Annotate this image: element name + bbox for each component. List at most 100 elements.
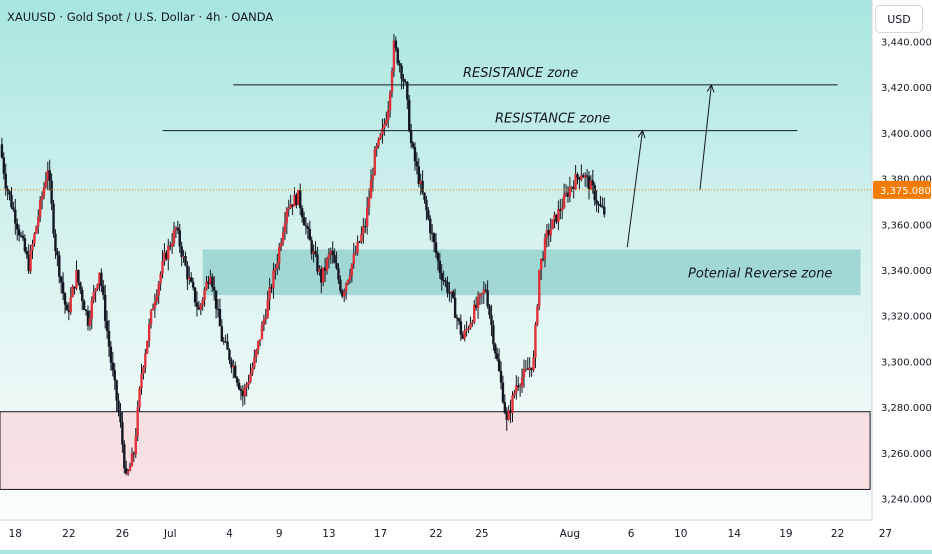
candle-bear xyxy=(446,282,449,293)
candle-bear xyxy=(113,370,116,381)
candle-bear xyxy=(394,40,398,49)
candle-bear xyxy=(364,226,367,228)
x-tick-label: 9 xyxy=(276,528,283,540)
candle-bull xyxy=(174,227,178,230)
candle-bull xyxy=(553,214,556,220)
candle-bull xyxy=(161,260,164,274)
candle-bear xyxy=(314,251,317,255)
candle-bear xyxy=(184,255,187,266)
candle-bear xyxy=(107,330,111,347)
candle-bear xyxy=(339,279,342,291)
candle-bull xyxy=(354,252,357,254)
candle-bull xyxy=(144,353,147,368)
candle-bull xyxy=(564,192,568,195)
current-price-label: 3,375.080 xyxy=(880,186,931,197)
candle-bull xyxy=(159,273,162,284)
candle-bear xyxy=(417,166,420,185)
candle-bull xyxy=(570,186,573,188)
candle-bull xyxy=(157,283,160,296)
candle-bull xyxy=(199,304,202,310)
candle-bear xyxy=(115,380,118,401)
candle-bull xyxy=(589,180,593,190)
candle-bear xyxy=(457,318,461,322)
candle-bear xyxy=(341,290,344,297)
candle-bull xyxy=(167,245,170,260)
candle-bull xyxy=(140,373,143,389)
candle-bear xyxy=(67,310,71,313)
candle-bull xyxy=(283,223,287,233)
candle-bear xyxy=(430,233,434,235)
candle-bull xyxy=(276,263,279,269)
candle-bull xyxy=(520,377,524,387)
projection-arrow-upper[interactable] xyxy=(699,84,712,191)
candle-bear xyxy=(178,230,181,247)
candle-bull xyxy=(390,71,394,93)
support-zone[interactable] xyxy=(0,411,871,490)
candle-bull xyxy=(33,233,36,245)
candle-bull xyxy=(388,92,392,111)
candle-bear xyxy=(599,204,602,207)
candle-bull xyxy=(232,365,235,368)
candle-bull xyxy=(151,308,155,311)
candle-bear xyxy=(576,174,579,178)
candle-bull xyxy=(543,237,547,260)
potential-reverse-zone[interactable] xyxy=(202,249,861,296)
candle-bull xyxy=(188,277,191,280)
candle-bear xyxy=(436,253,440,261)
candle-bull xyxy=(480,293,484,295)
x-tick-label: 6 xyxy=(628,528,635,540)
candle-bull xyxy=(94,288,97,293)
candle-bull xyxy=(293,194,296,207)
candle-bear xyxy=(408,99,411,132)
candle-bear xyxy=(566,192,570,197)
candle-bull xyxy=(268,287,271,300)
candle-bear xyxy=(52,203,55,234)
candle-bull xyxy=(42,187,46,197)
candle-bear xyxy=(239,389,243,391)
candle-bear xyxy=(402,78,405,82)
y-tick-label: 3,320.000 xyxy=(881,312,932,323)
candle-bear xyxy=(495,353,499,360)
candle-bear xyxy=(125,468,128,474)
candle-bear xyxy=(79,282,82,290)
candle-bear xyxy=(195,302,199,308)
candle-bear xyxy=(165,252,168,260)
candle-bear xyxy=(559,209,562,211)
candle-bear xyxy=(310,240,313,254)
candle-bull xyxy=(568,187,572,197)
candle-bull xyxy=(146,340,149,354)
candle-bear xyxy=(505,412,508,420)
x-axis-panel[interactable] xyxy=(0,520,872,550)
candle-bear xyxy=(421,180,424,193)
candle-bear xyxy=(425,199,428,211)
candle-bull xyxy=(281,232,285,244)
candle-bear xyxy=(19,235,23,237)
candle-bull xyxy=(467,328,470,330)
candle-bull xyxy=(356,241,359,253)
currency-button[interactable]: USD xyxy=(875,5,923,33)
candle-bear xyxy=(492,325,495,345)
candle-bear xyxy=(448,292,451,294)
candle-bear xyxy=(455,317,459,319)
candle-bull xyxy=(251,367,254,374)
candle-bear xyxy=(474,304,478,308)
candle-bull xyxy=(142,367,145,374)
candle-bear xyxy=(14,209,17,224)
candle-bull xyxy=(149,310,153,324)
candle-bear xyxy=(578,177,581,180)
candle-bull xyxy=(38,199,42,218)
candle-bear xyxy=(230,360,233,368)
candle-bull xyxy=(260,324,264,340)
candle-bear xyxy=(459,321,463,335)
candle-bear xyxy=(16,223,19,230)
x-tick-label: 18 xyxy=(9,528,22,540)
candle-bull xyxy=(375,146,378,150)
y-axis-panel[interactable] xyxy=(872,0,932,550)
x-tick-label: 13 xyxy=(322,528,335,540)
x-tick-label: 22 xyxy=(429,528,442,540)
candle-bull xyxy=(473,304,476,323)
candle-bear xyxy=(102,286,105,295)
projection-arrow-lower[interactable] xyxy=(626,130,644,248)
